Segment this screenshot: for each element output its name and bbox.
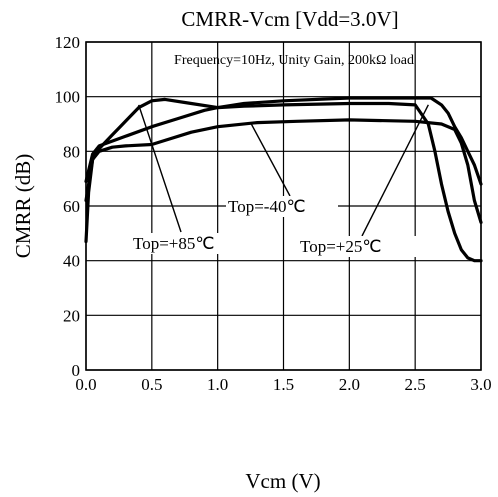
x-axis-label: Vcm (V) (245, 469, 320, 493)
chart-title: CMRR-Vcm [Vdd=3.0V] (181, 7, 398, 31)
y-tick-labels: 0 20 40 60 80 100 120 (55, 33, 81, 380)
y-tick-label: 80 (63, 142, 80, 161)
chart-subtitle: Frequency=10Hz, Unity Gain, 200kΩ load (174, 53, 414, 68)
annotation-pointer-3 (361, 104, 429, 237)
y-tick-label: 40 (63, 252, 80, 271)
plot-frame (85, 41, 482, 371)
series-line-2 (84, 118, 483, 244)
annotation-pointer-2 (249, 122, 291, 197)
series-line-3 (84, 96, 483, 186)
y-tick-label: 100 (55, 88, 81, 107)
x-tick-label: 2.0 (339, 375, 360, 394)
annotation-label-1: Top=+85℃ (133, 234, 214, 253)
y-tick-label: 0 (72, 361, 81, 380)
x-tick-label: 1.5 (273, 375, 294, 394)
x-tick-label: 2.5 (405, 375, 426, 394)
x-tick-labels: 0.0 0.5 1.0 1.5 2.0 2.5 3.0 (75, 375, 491, 394)
x-tick-label: 1.0 (207, 375, 228, 394)
y-tick-label: 60 (63, 197, 80, 216)
x-tick-label: 3.0 (470, 375, 491, 394)
annotations: Top=+85℃ Top=-40℃ Top=+25℃ (131, 104, 429, 257)
y-axis-label: CMRR (dB) (11, 154, 35, 258)
y-tick-label: 20 (63, 306, 80, 325)
annotation-pointer-1 (138, 104, 182, 233)
annotation-label-3: Top=+25℃ (300, 237, 381, 256)
y-tick-label: 120 (55, 33, 81, 52)
annotation-label-2: Top=-40℃ (228, 197, 306, 216)
series-line-1 (84, 97, 483, 263)
annotation-background-1 (131, 233, 247, 254)
annotation-background-2 (226, 196, 338, 217)
annotation-background-3 (298, 236, 416, 257)
series-lines (84, 96, 483, 263)
x-tick-label: 0.0 (75, 375, 96, 394)
x-tick-label: 0.5 (141, 375, 162, 394)
